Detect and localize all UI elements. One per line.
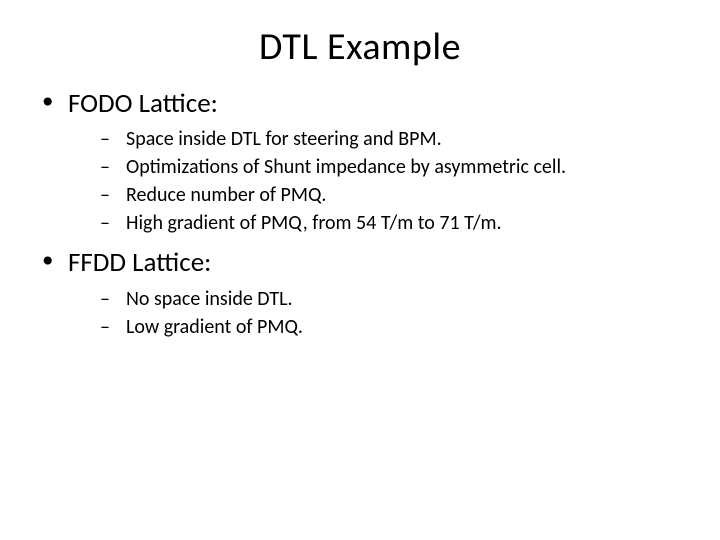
- sub-bullet-item: Space inside DTL for steering and BPM.: [68, 126, 690, 153]
- bullet-text: FFDD Lattice:: [68, 246, 211, 279]
- sub-bullet-item: Optimizations of Shunt impedance by asym…: [68, 154, 690, 181]
- bullet-list-level2: No space inside DTL. Low gradient of PMQ…: [68, 286, 690, 341]
- bullet-list-level2: Space inside DTL for steering and BPM. O…: [68, 126, 690, 237]
- bullet-item: FODO Lattice: Space inside DTL for steer…: [38, 86, 690, 237]
- bullet-text: FODO Lattice:: [68, 87, 218, 120]
- sub-bullet-item: High gradient of PMQ, from 54 T/m to 71 …: [68, 210, 690, 237]
- bullet-list-level1: FODO Lattice: Space inside DTL for steer…: [38, 86, 690, 341]
- slide-title: DTL Example: [0, 0, 720, 86]
- bullet-item: FFDD Lattice: No space inside DTL. Low g…: [38, 245, 690, 340]
- slide-body: FODO Lattice: Space inside DTL for steer…: [0, 86, 720, 341]
- sub-bullet-item: No space inside DTL.: [68, 286, 690, 313]
- sub-bullet-item: Low gradient of PMQ.: [68, 314, 690, 341]
- sub-bullet-item: Reduce number of PMQ.: [68, 182, 690, 209]
- slide: DTL Example FODO Lattice: Space inside D…: [0, 0, 720, 540]
